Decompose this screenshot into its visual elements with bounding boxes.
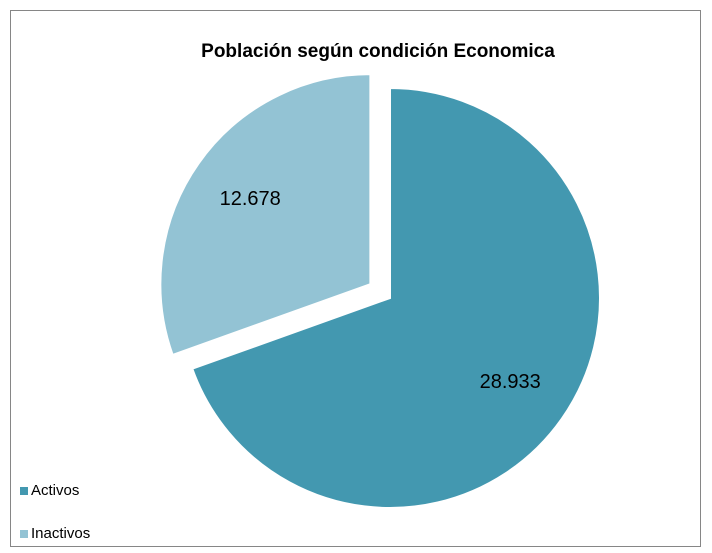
pie-slice (190, 86, 601, 509)
legend-label: Activos (31, 482, 79, 499)
legend-swatch (20, 530, 28, 538)
data-label: 28.933 (480, 371, 541, 393)
chart-title: Población según condición Economica (201, 41, 555, 62)
data-label: 12.678 (220, 188, 281, 210)
pie-slice (159, 73, 372, 357)
legend-label: Inactivos (31, 525, 90, 542)
legend-swatch (20, 487, 28, 495)
